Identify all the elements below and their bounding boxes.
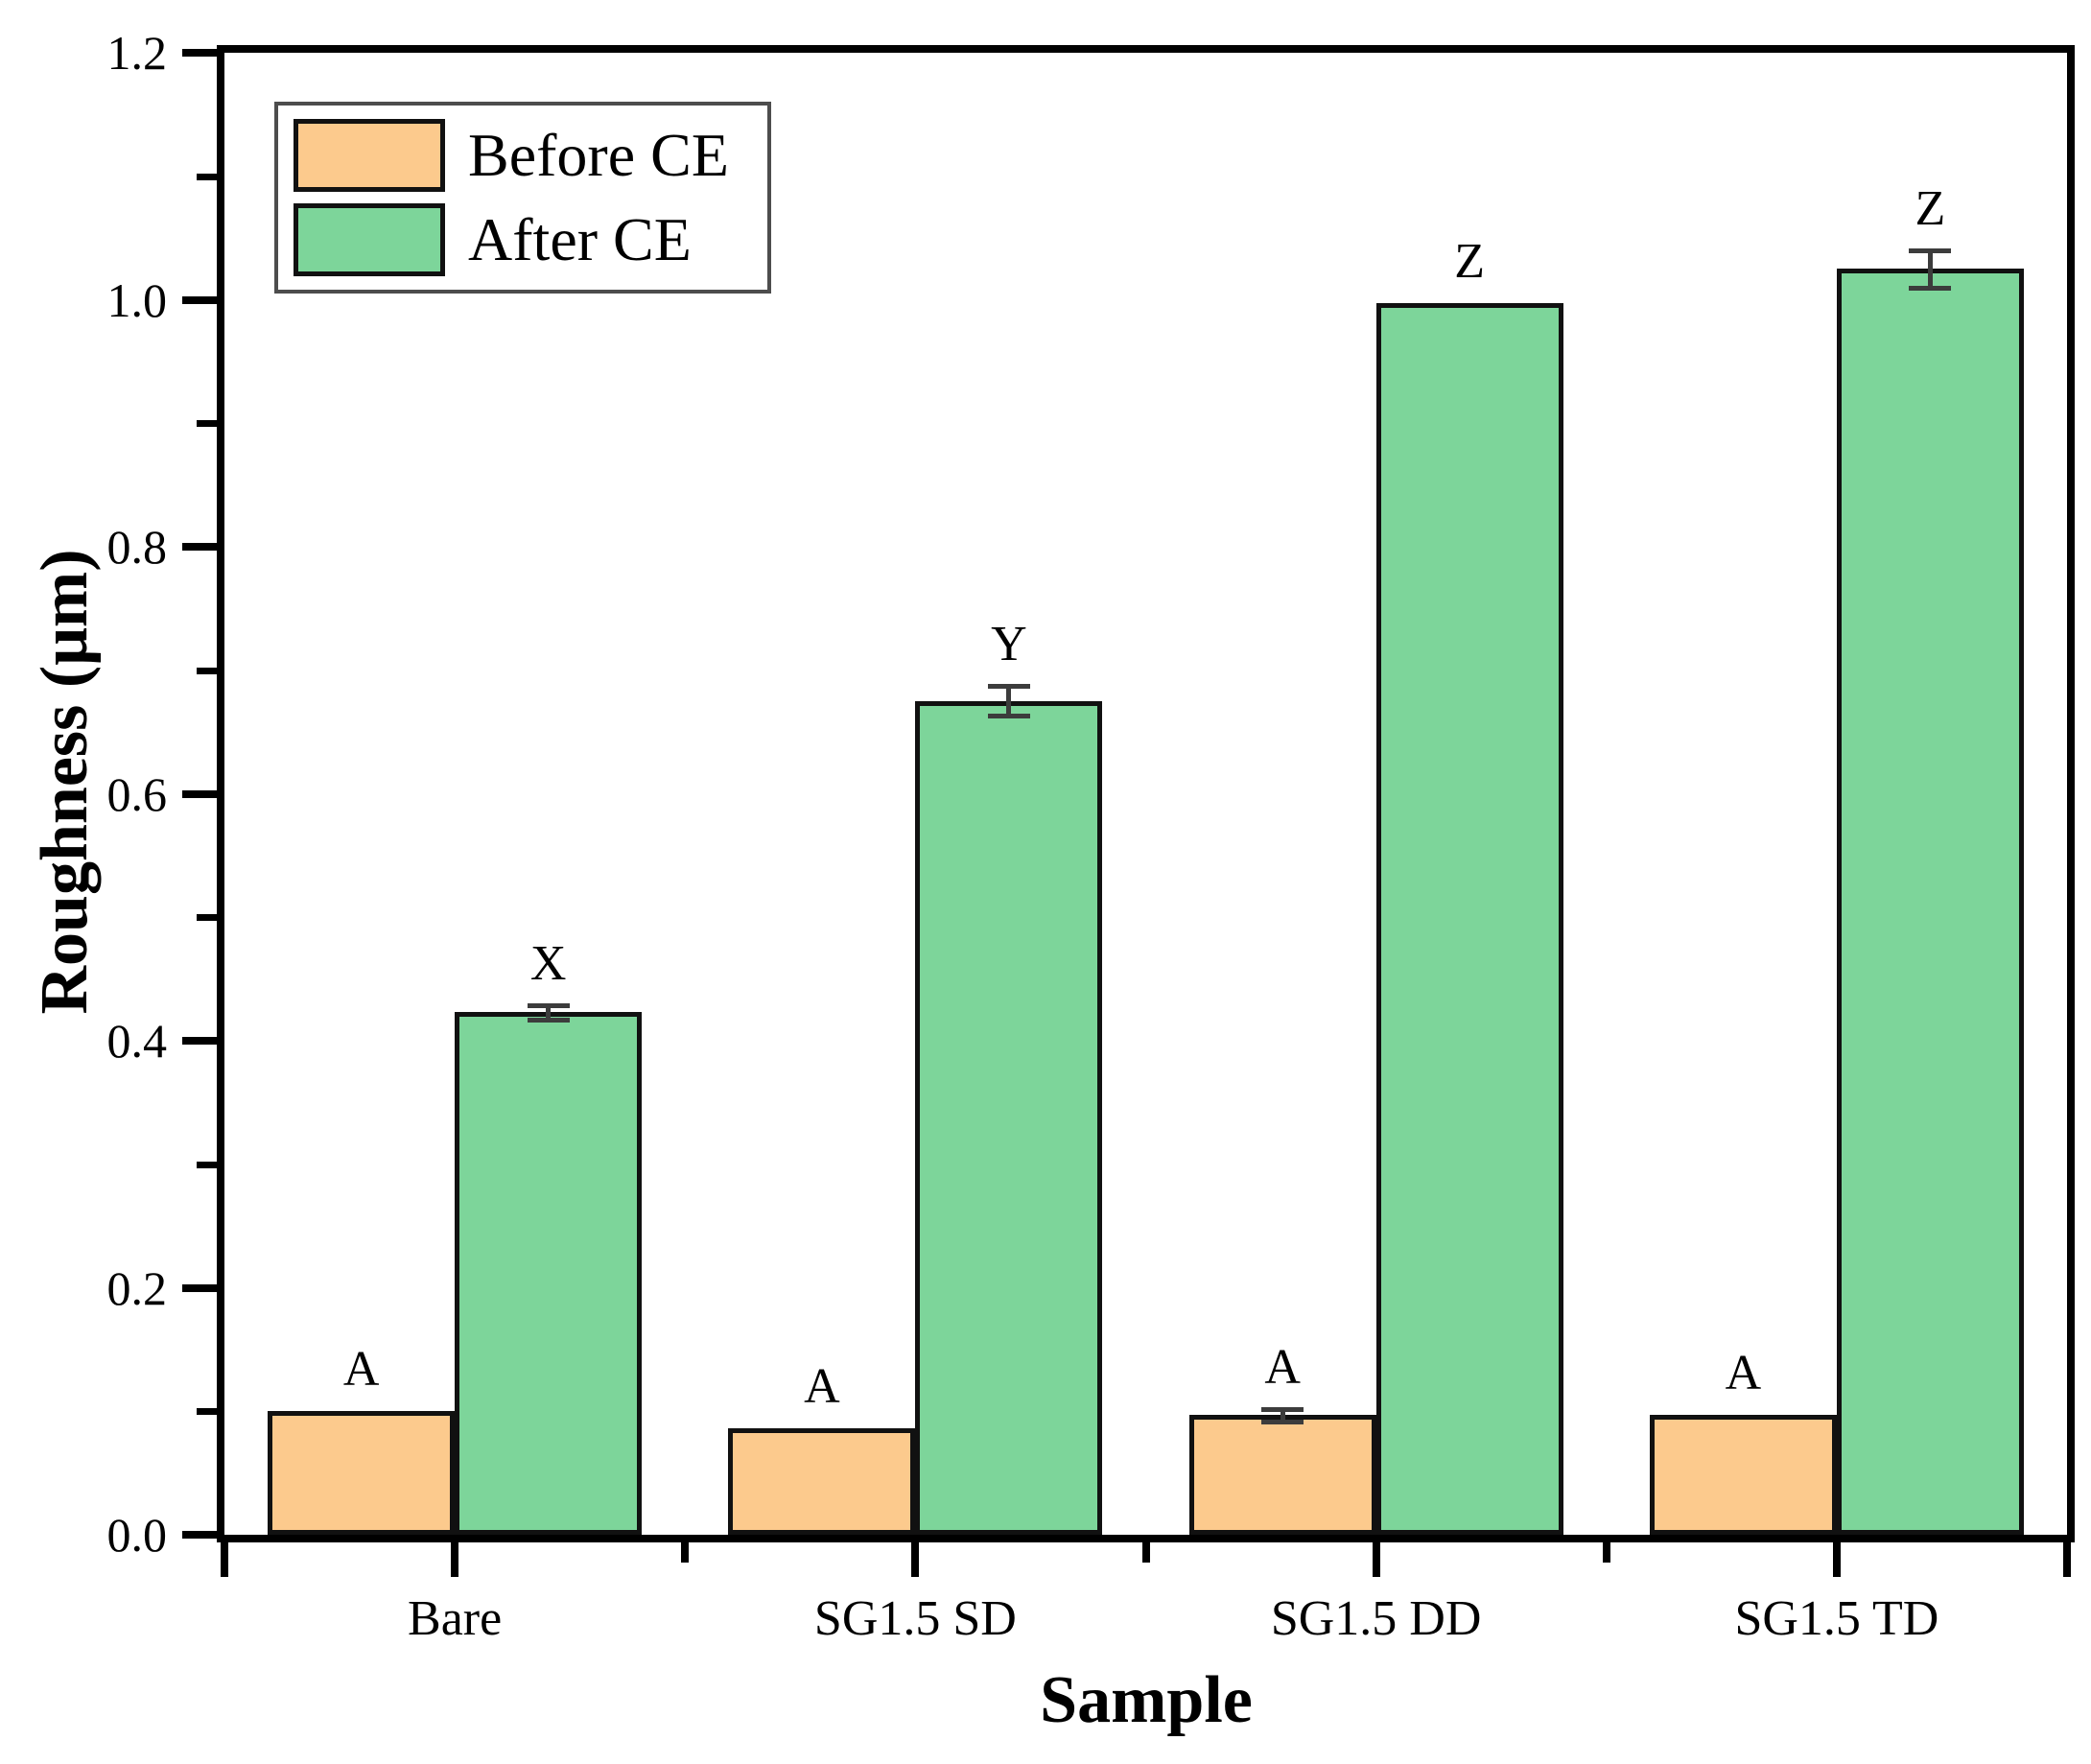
bar-letter-label: X: [529, 935, 567, 991]
y-tick-label: 0.8: [106, 520, 168, 574]
error-bar-cap: [1909, 285, 1952, 291]
y-minor-tick: [197, 667, 217, 674]
x-major-tick: [1832, 1542, 1841, 1577]
x-minor-tick: [1141, 1542, 1150, 1563]
error-bar-cap: [987, 684, 1030, 690]
y-minor-tick: [197, 1408, 217, 1416]
error-bar: [1927, 250, 1933, 288]
legend-item-before-ce: Before CE: [294, 119, 729, 192]
x-minor-tick: [681, 1542, 690, 1563]
y-axis-title: Roughness (μm): [28, 549, 102, 1015]
x-tick-label: SG1.5 TD: [1734, 1591, 1939, 1646]
y-minor-tick: [197, 420, 217, 428]
x-tick-label: SG1.5 DD: [1270, 1591, 1482, 1646]
error-bar-cap: [527, 1018, 570, 1023]
bar-before-ce: [268, 1411, 456, 1535]
x-major-tick: [1372, 1542, 1380, 1577]
bar-letter-label: Y: [991, 617, 1027, 672]
error-bar: [546, 1004, 552, 1021]
bar-after-ce: [455, 1012, 643, 1535]
x-minor-tick: [1602, 1542, 1610, 1563]
y-major-tick: [182, 543, 217, 551]
legend-swatch-after-ce: [294, 203, 445, 276]
y-tick-label: 0.0: [106, 1508, 168, 1562]
legend-label-after-ce: After CE: [468, 205, 692, 273]
bar-after-ce: [915, 700, 1103, 1535]
y-major-tick: [182, 1531, 217, 1539]
y-tick-label: 1.0: [106, 272, 168, 327]
y-major-tick: [182, 1037, 217, 1045]
legend-item-after-ce: After CE: [294, 203, 729, 276]
error-bar: [1280, 1408, 1285, 1422]
y-tick-label: 1.2: [106, 26, 168, 80]
y-tick-label: 0.4: [106, 1014, 168, 1068]
error-bar-cap: [527, 1002, 570, 1008]
y-major-tick: [182, 789, 217, 798]
bar-letter-label: A: [1264, 1339, 1301, 1395]
error-bar-cap: [1261, 1406, 1304, 1412]
legend: Before CE After CE: [274, 102, 771, 294]
bar-before-ce: [1188, 1415, 1376, 1535]
x-edge-tick: [2063, 1542, 2071, 1577]
bar-letter-label: A: [804, 1359, 840, 1415]
error-bar-cap: [1261, 1419, 1304, 1424]
y-major-tick: [182, 49, 217, 57]
x-tick-label: SG1.5 SD: [813, 1591, 1017, 1646]
y-tick-label: 0.2: [106, 1260, 168, 1315]
error-bar-cap: [1909, 248, 1952, 253]
y-minor-tick: [197, 173, 217, 180]
x-axis-title: Sample: [1040, 1663, 1253, 1737]
legend-label-before-ce: Before CE: [468, 121, 729, 189]
bar-before-ce: [728, 1428, 916, 1535]
bar-after-ce: [1375, 303, 1563, 1535]
y-minor-tick: [197, 1161, 217, 1168]
bar-letter-label: A: [1725, 1346, 1762, 1401]
bar-after-ce: [1836, 269, 2024, 1535]
x-major-tick: [451, 1542, 459, 1577]
x-tick-label: Bare: [408, 1591, 503, 1646]
bar-letter-label: Z: [1915, 181, 1946, 236]
y-minor-tick: [197, 914, 217, 922]
y-major-tick: [182, 1283, 217, 1292]
bar-letter-label: A: [342, 1342, 380, 1398]
plot-area: [217, 45, 2075, 1542]
x-edge-tick: [221, 1542, 228, 1577]
bar-before-ce: [1649, 1415, 1837, 1535]
bar-letter-label: Z: [1454, 234, 1486, 290]
y-tick-label: 0.6: [106, 766, 168, 821]
y-major-tick: [182, 295, 217, 304]
error-bar: [1006, 686, 1012, 717]
legend-swatch-before-ce: [294, 119, 445, 192]
x-major-tick: [911, 1542, 920, 1577]
error-bar-cap: [987, 714, 1030, 719]
